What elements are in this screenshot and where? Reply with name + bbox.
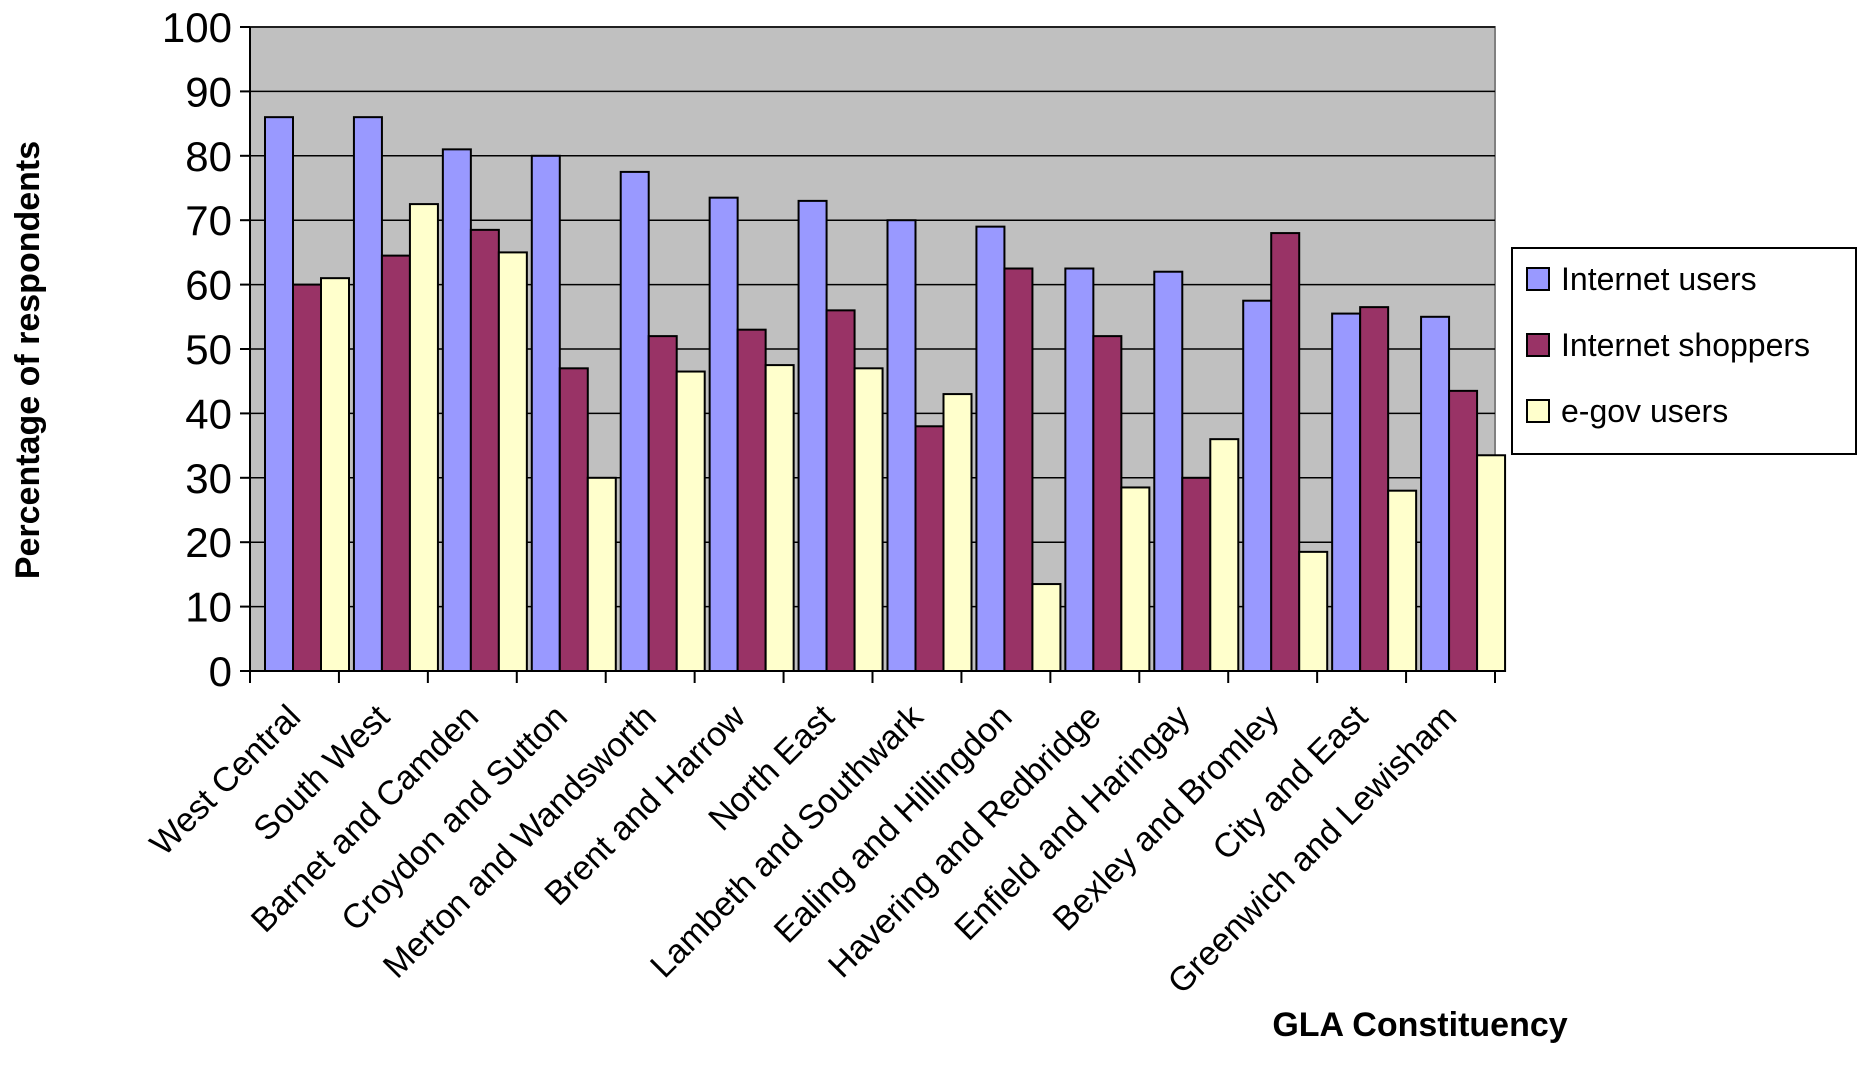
legend-label: e-gov users: [1561, 393, 1728, 429]
bar-internet-shoppers: [558, 367, 589, 672]
y-tick-label: 20: [185, 519, 232, 566]
axes: [249, 27, 1496, 683]
bar-internet-shoppers: [1270, 232, 1301, 673]
x-axis-title: GLA Constituency: [1272, 1006, 1567, 1044]
bar-internet-users: [975, 225, 1006, 672]
bar-internet-shoppers: [469, 228, 500, 673]
bar-internet-users: [441, 148, 472, 673]
bar-internet-shoppers: [647, 335, 678, 672]
y-tick-label: 40: [185, 390, 232, 437]
bar-e-gov-users: [1031, 583, 1062, 672]
legend-swatch: [1526, 267, 1550, 291]
legend-label: Internet shoppers: [1561, 327, 1810, 363]
y-tick-label: 0: [209, 648, 232, 695]
bar-e-gov-users: [675, 370, 706, 672]
bar-internet-users: [264, 116, 294, 673]
bar-internet-users: [530, 154, 561, 673]
bar-internet-shoppers: [292, 283, 322, 672]
bar-e-gov-users: [408, 203, 439, 672]
bar-e-gov-users: [853, 367, 884, 672]
bar-internet-users: [619, 170, 650, 672]
bar-internet-users: [797, 199, 828, 672]
legend-label: Internet users: [1561, 261, 1757, 297]
bar-internet-users: [886, 219, 917, 672]
bar-internet-users: [1331, 312, 1362, 672]
y-tick-label: 80: [185, 133, 232, 180]
bar-e-gov-users: [1209, 438, 1240, 672]
bar-e-gov-users: [586, 476, 617, 672]
y-tick-label: 100: [162, 4, 232, 51]
y-tick-label: 30: [185, 455, 232, 502]
bar-e-gov-users: [497, 251, 528, 672]
bar-internet-users: [352, 116, 383, 673]
bar-internet-users: [708, 196, 739, 672]
bar-internet-shoppers: [736, 328, 767, 672]
bar-internet-shoppers: [1181, 476, 1212, 672]
bar-internet-users: [1420, 315, 1451, 672]
y-tick-label: 10: [185, 584, 232, 631]
y-tick-label: 70: [185, 197, 232, 244]
x-tick-label: City and East: [1205, 697, 1375, 867]
bar-internet-users: [1153, 270, 1184, 672]
y-tick-label: 60: [185, 262, 232, 309]
bar-e-gov-users: [320, 277, 350, 672]
y-tick-label: 50: [185, 326, 232, 373]
bar-e-gov-users: [942, 393, 973, 672]
bar-e-gov-users: [1120, 486, 1151, 672]
bar-internet-shoppers: [1092, 335, 1123, 672]
bar-internet-shoppers: [825, 309, 856, 672]
legend-swatch: [1526, 333, 1550, 357]
bar-e-gov-users: [1476, 454, 1507, 673]
y-tick-labels: 0 10 20 30 40 50 60 70 80 90 100: [162, 4, 232, 695]
y-tick-label: 90: [185, 68, 232, 115]
legend-box: [1511, 247, 1857, 455]
legend-swatch: [1526, 399, 1550, 423]
bar-internet-shoppers: [380, 254, 411, 672]
y-axis-title: Percentage of respondents: [9, 141, 47, 579]
bar-internet-shoppers: [1359, 306, 1390, 672]
bar-e-gov-users: [1387, 489, 1418, 672]
bar-e-gov-users: [764, 364, 795, 672]
bar-internet-users: [1242, 299, 1273, 672]
bar-internet-shoppers: [914, 425, 945, 672]
legend: Internet users Internet shoppers e-gov use…: [1511, 247, 1857, 455]
bar-e-gov-users: [1298, 550, 1329, 672]
bar-internet-users: [1064, 267, 1095, 672]
bar-internet-shoppers: [1003, 267, 1034, 672]
bar-internet-shoppers: [1448, 389, 1479, 672]
